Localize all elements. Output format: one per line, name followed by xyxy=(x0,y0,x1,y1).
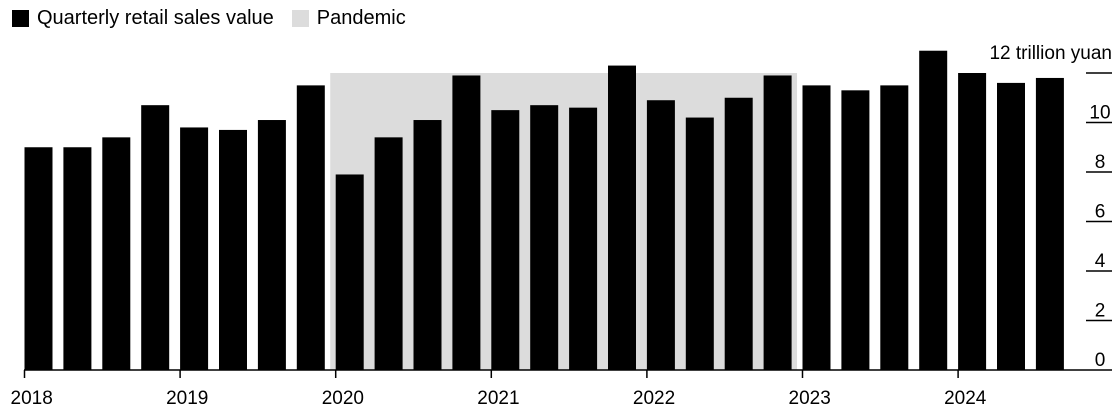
bar-2023-q4 xyxy=(919,50,948,370)
bar-2023-q2 xyxy=(841,90,870,370)
y-unit-label: 12 trillion yuan xyxy=(989,43,1112,64)
bar-2020-q1 xyxy=(335,174,364,370)
bar-2020-q2 xyxy=(374,137,403,370)
bar-2020-q4 xyxy=(452,75,481,370)
bar-2024-q2 xyxy=(997,82,1025,371)
bar-2024-q3 xyxy=(1035,77,1064,370)
x-tick-label-2022: 2022 xyxy=(633,388,675,409)
y-tick-label-10: 10 xyxy=(1089,103,1110,124)
legend-swatch-sales xyxy=(12,9,29,27)
x-tick-label-2018: 2018 xyxy=(11,388,53,409)
bar-2024-q1 xyxy=(958,73,987,370)
bar-2022-q3 xyxy=(724,97,753,370)
bar-2018-q2 xyxy=(63,147,92,370)
pandemic-band xyxy=(330,73,798,370)
bar-2023-q1 xyxy=(802,85,831,370)
legend: Quarterly retail sales value Pandemic xyxy=(12,4,424,32)
legend-swatch-pandemic xyxy=(291,9,309,27)
legend-label-pandemic: Pandemic xyxy=(316,6,406,29)
bar-2018-q4 xyxy=(141,105,170,371)
bar-2019-q4 xyxy=(296,85,325,370)
bar-2018-q3 xyxy=(102,137,131,370)
legend-item-pandemic: Pandemic xyxy=(291,6,406,30)
x-tick-label-2024: 2024 xyxy=(944,388,987,409)
legend-label-sales: Quarterly retail sales value xyxy=(37,6,274,29)
bar-2018-q1 xyxy=(24,147,53,370)
bar-2021-q3 xyxy=(569,107,598,371)
bar-2022-q2 xyxy=(685,117,714,370)
x-tick-label-2019: 2019 xyxy=(166,388,208,409)
x-tick-label-2023: 2023 xyxy=(789,388,831,409)
y-tick-label-8: 8 xyxy=(1095,152,1106,173)
x-tick-label-2021: 2021 xyxy=(477,388,519,409)
bar-2019-q3 xyxy=(257,120,286,371)
y-tick-label-4: 4 xyxy=(1095,251,1106,272)
bar-2020-q3 xyxy=(413,120,442,371)
legend-item-sales: Quarterly retail sales value xyxy=(12,7,274,30)
bar-2019-q2 xyxy=(219,129,247,370)
y-tick-label-6: 6 xyxy=(1095,202,1106,223)
bar-2021-q2 xyxy=(530,105,559,371)
y-tick-label-2: 2 xyxy=(1095,301,1106,322)
y-tick-label-0: 0 xyxy=(1095,350,1106,371)
bar-2019-q1 xyxy=(180,127,209,370)
bar-2022-q1 xyxy=(646,100,675,370)
bar-2021-q4 xyxy=(608,65,636,370)
x-tick-label-2020: 2020 xyxy=(322,388,364,409)
bar-2022-q4 xyxy=(763,75,792,370)
bar-2023-q3 xyxy=(880,85,909,370)
bar-2021-q1 xyxy=(491,110,520,370)
